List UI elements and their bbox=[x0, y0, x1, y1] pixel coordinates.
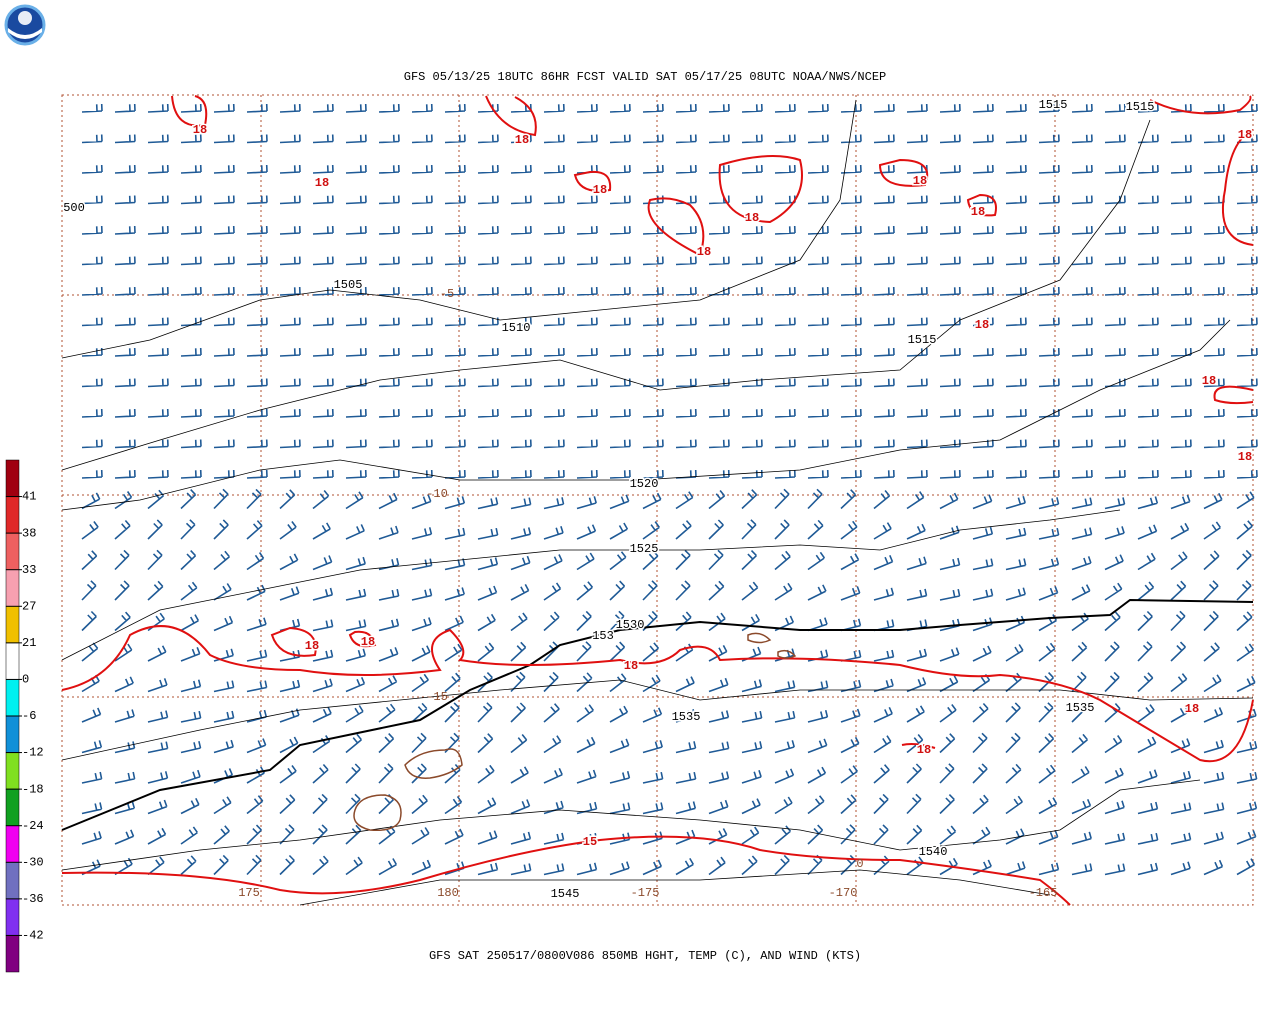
colorbar-label: -18 bbox=[22, 782, 44, 796]
temp-label: 18 bbox=[193, 123, 207, 137]
height-label: 1540 bbox=[919, 845, 948, 859]
grid-label: 180 bbox=[437, 886, 459, 900]
temp-label: 18 bbox=[1238, 128, 1252, 142]
temp-label: 18 bbox=[745, 211, 759, 225]
colorbar-swatch bbox=[5, 532, 20, 570]
temp-label: 18 bbox=[624, 659, 638, 673]
temp-label: 18 bbox=[971, 205, 985, 219]
temp-label: 15 bbox=[583, 835, 597, 849]
grid-label: -175 bbox=[631, 886, 660, 900]
grid-lines bbox=[62, 95, 1253, 905]
colorbar-label: 0 bbox=[22, 673, 29, 687]
colorbar-label: -42 bbox=[22, 929, 44, 943]
grid-label: 175 bbox=[238, 886, 260, 900]
grid-label: -15 bbox=[426, 690, 448, 704]
grid-label: -10 bbox=[426, 487, 448, 501]
temp-label: 18 bbox=[315, 176, 329, 190]
colorbar-swatch bbox=[5, 606, 20, 644]
noaa-logo bbox=[4, 4, 46, 46]
temp-label: 18 bbox=[917, 743, 931, 757]
temp-label: 18 bbox=[975, 318, 989, 332]
height-label: 1520 bbox=[630, 477, 659, 491]
colorbar-label: -12 bbox=[22, 746, 44, 760]
height-label: 1535 bbox=[1066, 701, 1095, 715]
height-label: 1515 bbox=[1039, 98, 1068, 112]
temp-label: 18 bbox=[1202, 374, 1216, 388]
colorbar-label: 38 bbox=[22, 526, 36, 540]
colorbar-swatch bbox=[5, 898, 20, 936]
colorbar-swatch bbox=[5, 935, 20, 973]
caption: GFS SAT 250517/0800V086 850MB HGHT, TEMP… bbox=[429, 949, 861, 963]
height-label: 1525 bbox=[630, 542, 659, 556]
temp-label: 18 bbox=[593, 183, 607, 197]
grid-label: -165 bbox=[1029, 886, 1058, 900]
height-label: 1510 bbox=[502, 321, 531, 335]
colorbar-swatch bbox=[5, 459, 20, 497]
temp-label: 18 bbox=[1238, 450, 1252, 464]
temp-label: 18 bbox=[1185, 702, 1199, 716]
temp-label: 18 bbox=[913, 174, 927, 188]
grid-label: -5 bbox=[440, 287, 454, 301]
map: 1515 1515 500 1505 1510 1515 1520 1525 1… bbox=[61, 94, 1258, 906]
colorbar-swatch bbox=[5, 862, 20, 900]
colorbar-label: -36 bbox=[22, 892, 44, 906]
grid-labels: -5 -10 -15 175 180 -175 -170 -165 0 bbox=[238, 287, 1057, 900]
colorbar-label: 21 bbox=[22, 636, 36, 650]
height-label: 500 bbox=[63, 201, 85, 215]
wind-barbs bbox=[81, 103, 1258, 876]
title: GFS 05/13/25 18UTC 86HR FCST VALID SAT 0… bbox=[404, 70, 886, 84]
height-label: 1545 bbox=[551, 887, 580, 901]
height-label: 1515 bbox=[908, 333, 937, 347]
colorbar-label: -6 bbox=[22, 709, 36, 723]
colorbar-swatch bbox=[5, 752, 20, 790]
height-label: 1530 bbox=[616, 618, 645, 632]
grid-label: 0 bbox=[856, 857, 863, 871]
temperature-contours bbox=[61, 95, 1254, 906]
colorbar-label: 27 bbox=[22, 599, 36, 613]
temp-label: 18 bbox=[361, 635, 375, 649]
colorbar-swatch bbox=[5, 715, 20, 753]
colorbar: 41 38 33 27 21 0 -6 -12 -18 -24 -30 -36 -42 bbox=[5, 459, 44, 973]
temperature-labels: 18 18 18 18 18 18 18 18 18 18 18 18 18 1… bbox=[191, 122, 1253, 851]
height-label: 1515 bbox=[1126, 100, 1155, 114]
grid-label: -170 bbox=[829, 886, 858, 900]
height-label: 1535 bbox=[672, 710, 701, 724]
colorbar-label: -24 bbox=[22, 819, 44, 833]
colorbar-label: 33 bbox=[22, 563, 36, 577]
height-label: 153 bbox=[592, 629, 614, 643]
temp-label: 18 bbox=[697, 245, 711, 259]
temp-label: 18 bbox=[305, 639, 319, 653]
colorbar-swatch bbox=[5, 642, 20, 680]
colorbar-label: 41 bbox=[22, 490, 36, 504]
coastlines bbox=[353, 632, 797, 832]
height-labels: 1515 1515 500 1505 1510 1515 1520 1525 1… bbox=[62, 97, 1156, 903]
colorbar-swatch bbox=[5, 788, 20, 826]
colorbar-swatch bbox=[5, 825, 20, 863]
colorbar-swatch bbox=[5, 679, 20, 717]
colorbar-swatch bbox=[5, 496, 20, 534]
colorbar-swatch bbox=[5, 569, 20, 607]
temp-label: 18 bbox=[515, 133, 529, 147]
height-contours bbox=[61, 99, 1254, 906]
height-label: 1505 bbox=[334, 278, 363, 292]
colorbar-label: -30 bbox=[22, 855, 44, 869]
